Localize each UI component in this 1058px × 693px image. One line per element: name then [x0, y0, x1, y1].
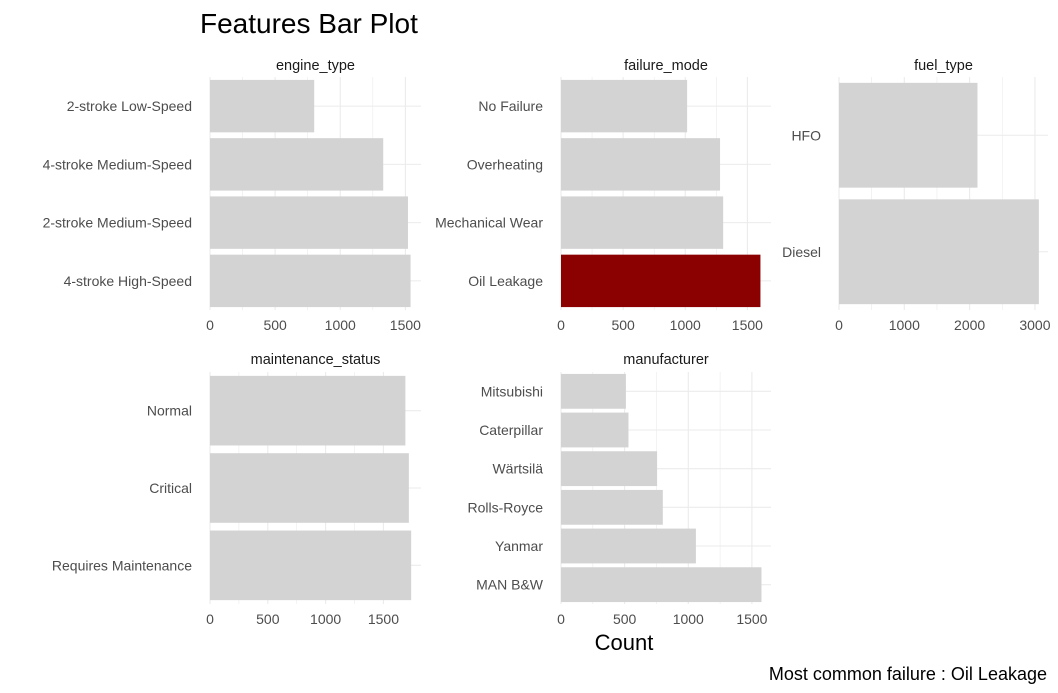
- bar-highlight: [561, 254, 761, 308]
- x-tick-label: 0: [206, 611, 214, 627]
- x-tick-label: 0: [835, 317, 843, 333]
- x-tick-label: 0: [557, 611, 565, 627]
- x-tick-label: 1500: [368, 611, 399, 627]
- y-tick-label: Diesel: [782, 244, 821, 260]
- y-tick-label: 4-stroke High-Speed: [64, 273, 192, 289]
- bar: [561, 528, 696, 564]
- y-tick-label: Mitsubishi: [481, 383, 543, 399]
- bar: [210, 79, 315, 133]
- bar: [561, 489, 663, 525]
- bar: [561, 451, 658, 487]
- x-tick-label: 1000: [325, 317, 356, 333]
- bar: [561, 196, 724, 249]
- panel-engine-type: 0 500 1000 1500 2-stroke Low-Speed 4-stroke M…: [43, 58, 422, 333]
- y-tick-label: Requires Maintenance: [52, 557, 192, 573]
- panels-group: 0 500 1000 1500 2-stroke Low-Speed 4-stroke M…: [43, 58, 1051, 627]
- x-tick-label: 500: [613, 611, 637, 627]
- y-tick-label: 2-stroke Low-Speed: [67, 98, 192, 114]
- bar: [210, 254, 411, 308]
- y-tick-label: Wärtsilä: [492, 461, 543, 477]
- panel-maintenance-status: 0 500 1000 1500 Normal Critical Requires Maint…: [52, 352, 421, 627]
- y-tick-label: Caterpillar: [479, 422, 543, 438]
- panel-strip-title: maintenance_status: [251, 352, 381, 368]
- chart-title: Features Bar Plot: [200, 8, 418, 39]
- bar: [839, 82, 978, 188]
- y-tick-label: Critical: [149, 480, 192, 496]
- x-tick-label: 1500: [736, 611, 767, 627]
- panel-strip-title: fuel_type: [914, 58, 973, 74]
- x-tick-label: 1000: [310, 611, 341, 627]
- panel-strip-title: failure_mode: [624, 58, 708, 74]
- panel-failure-mode: 0 500 1000 1500 No Failure Overheating Mechani…: [435, 58, 771, 333]
- bar: [210, 196, 408, 249]
- chart-caption: Most common failure : Oil Leakage: [769, 664, 1047, 684]
- x-tick-label: 1500: [390, 317, 421, 333]
- y-tick-label: Normal: [147, 403, 192, 419]
- x-tick-label: 0: [206, 317, 214, 333]
- x-tick-label: 1000: [889, 317, 920, 333]
- y-tick-label: No Failure: [478, 98, 543, 114]
- bar: [210, 530, 412, 601]
- bar: [561, 79, 688, 133]
- y-tick-label: HFO: [791, 127, 821, 143]
- bar: [561, 412, 629, 448]
- x-tick-label: 0: [557, 317, 565, 333]
- x-tick-label: 2000: [954, 317, 985, 333]
- panel-fuel-type: 0 1000 2000 3000 HFO Diesel fuel_type: [782, 58, 1051, 333]
- x-axis-label: Count: [595, 630, 654, 655]
- x-tick-label: 500: [263, 317, 287, 333]
- y-tick-label: Oil Leakage: [468, 273, 543, 289]
- panel-strip-title: engine_type: [276, 58, 355, 74]
- x-tick-label: 500: [611, 317, 635, 333]
- panel-manufacturer: 0 500 1000 1500 Mitsubishi Caterpillar Wärtsil…: [468, 352, 771, 627]
- y-tick-label: 2-stroke Medium-Speed: [43, 215, 192, 231]
- x-tick-label: 1500: [732, 317, 763, 333]
- bar: [839, 199, 1039, 305]
- y-tick-label: 4-stroke Medium-Speed: [43, 156, 192, 172]
- bar: [210, 138, 384, 191]
- bar: [561, 138, 721, 191]
- bar: [561, 567, 762, 603]
- bar: [210, 453, 409, 523]
- x-tick-label: 1000: [670, 317, 701, 333]
- x-tick-label: 1000: [673, 611, 704, 627]
- bar: [210, 375, 406, 446]
- y-tick-label: MAN B&W: [476, 577, 544, 593]
- y-tick-label: Mechanical Wear: [435, 215, 543, 231]
- x-tick-label: 500: [256, 611, 280, 627]
- y-tick-label: Overheating: [467, 156, 543, 172]
- y-tick-label: Yanmar: [495, 538, 543, 554]
- bar: [561, 373, 626, 409]
- x-tick-label: 3000: [1019, 317, 1050, 333]
- panel-strip-title: manufacturer: [623, 352, 709, 368]
- y-tick-label: Rolls-Royce: [468, 499, 544, 515]
